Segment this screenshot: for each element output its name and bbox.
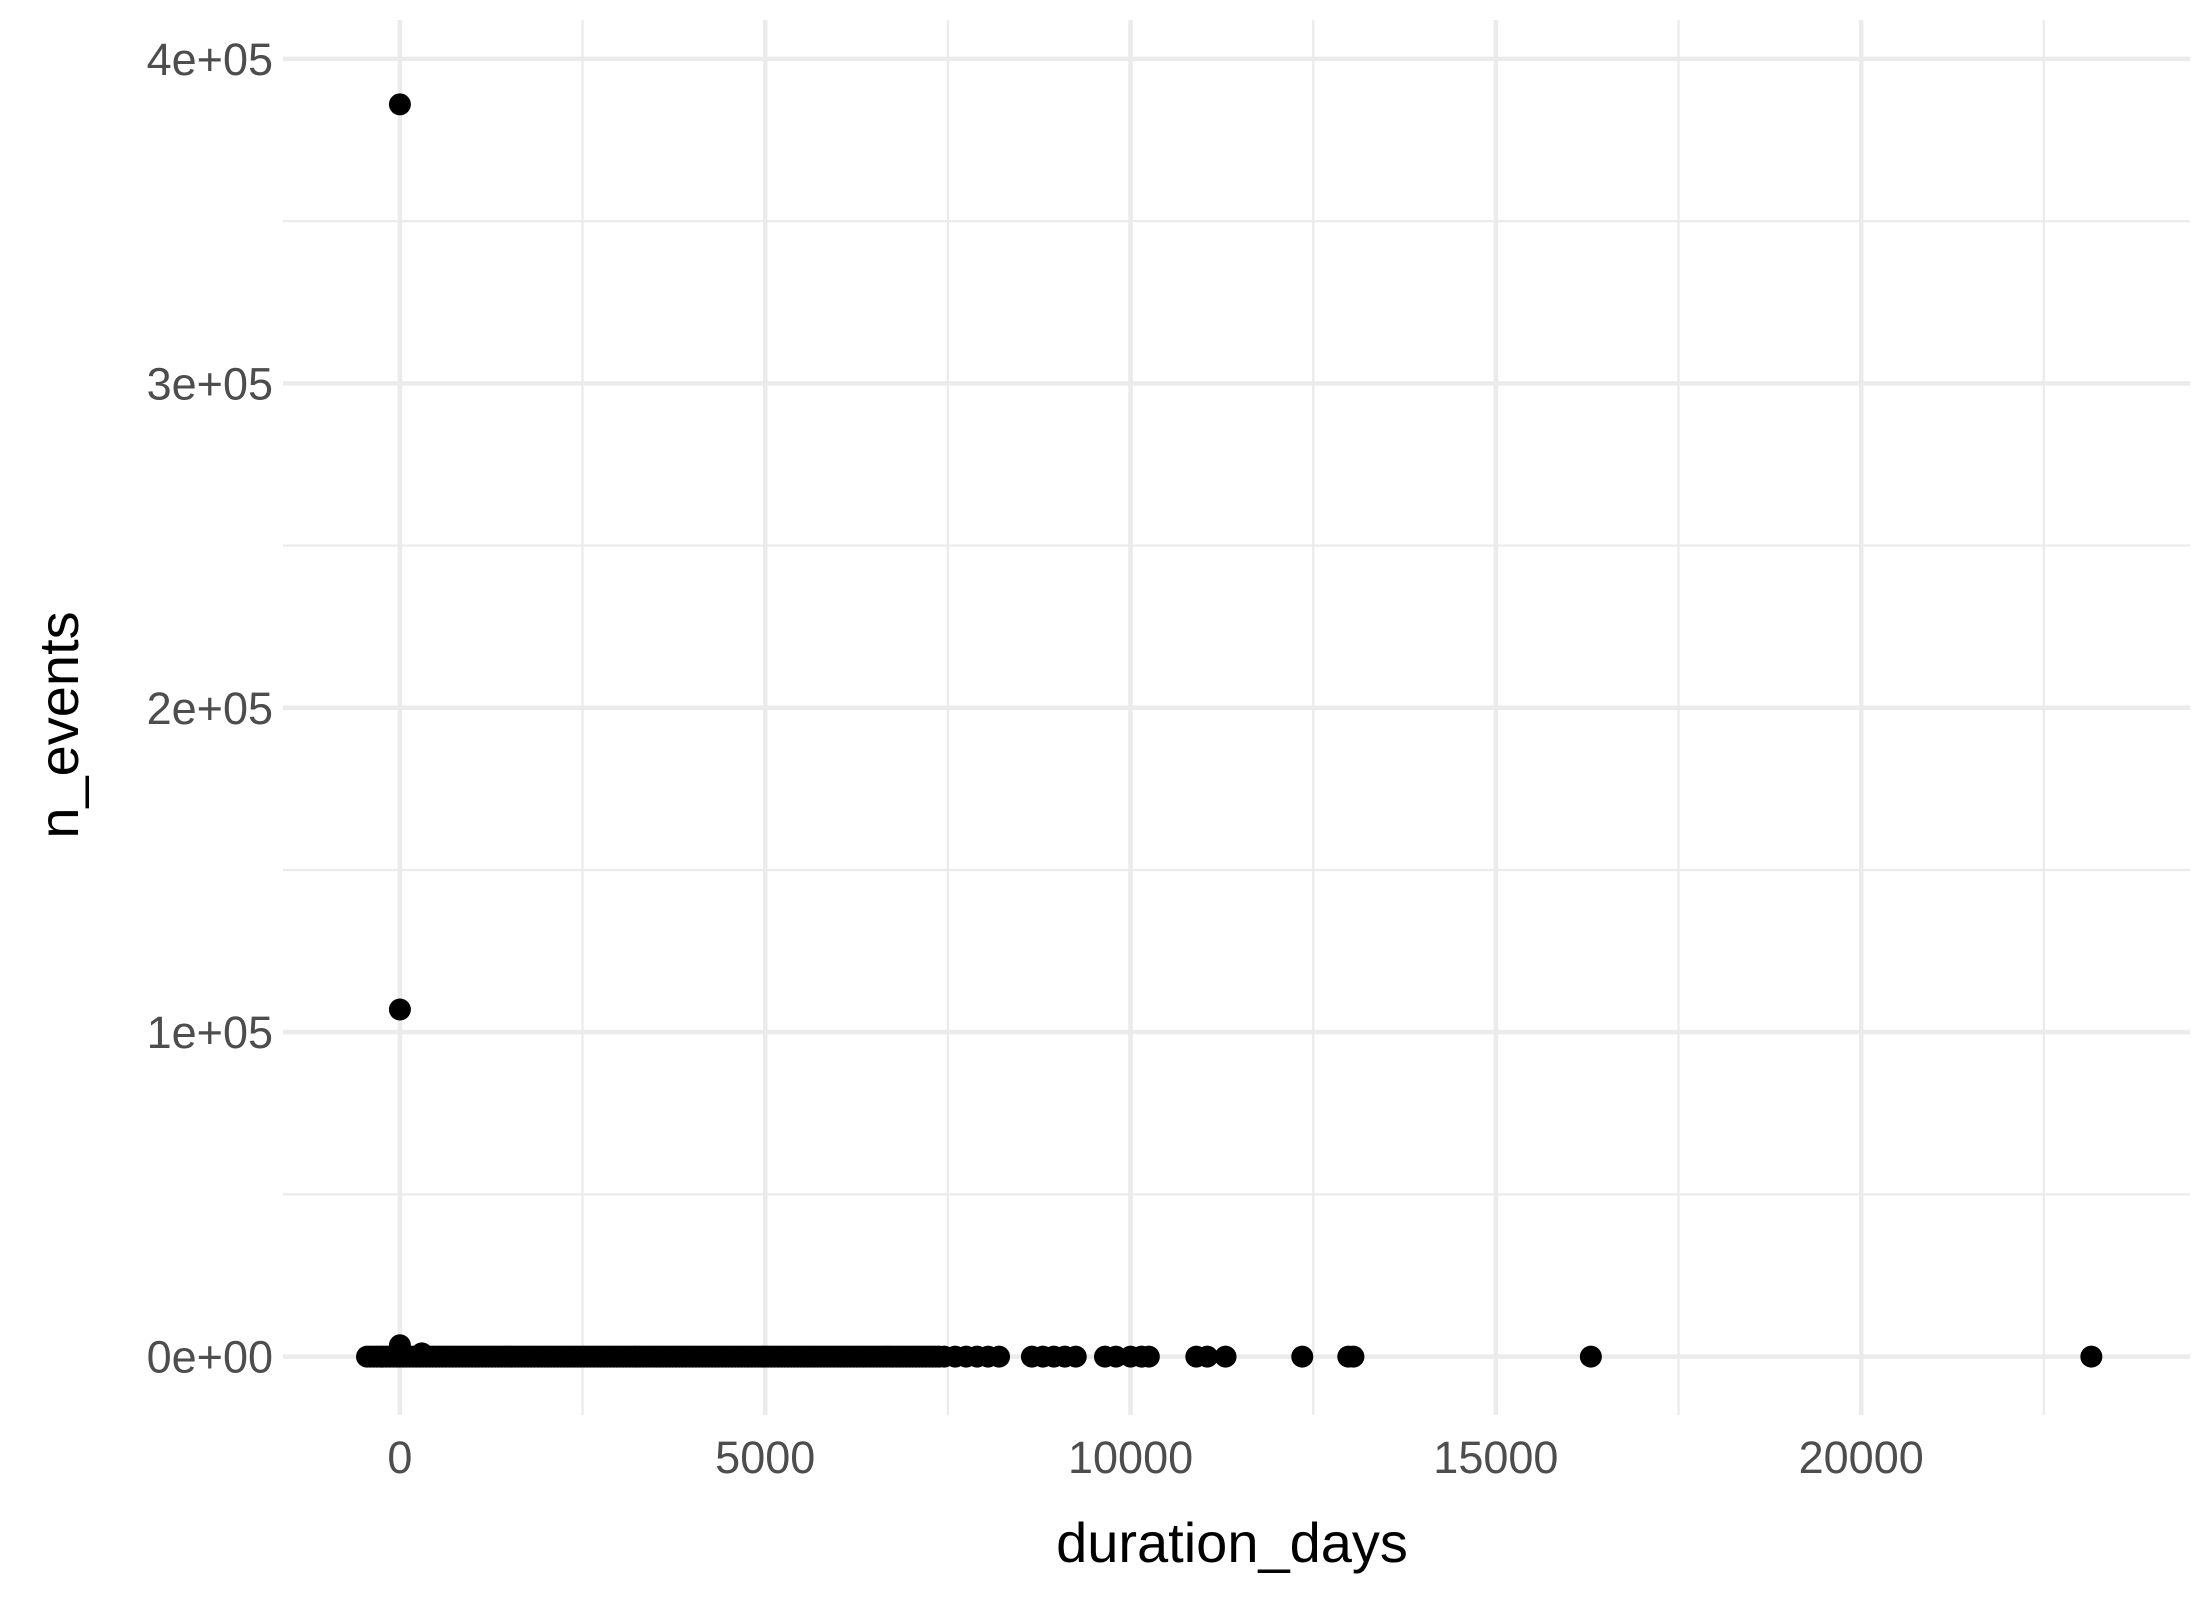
data-point — [388, 998, 411, 1021]
x-tick-label: 20000 — [1799, 1432, 1924, 1483]
data-point — [410, 1342, 433, 1365]
data-point — [1214, 1345, 1237, 1368]
data-point — [2080, 1345, 2103, 1368]
data-point — [988, 1345, 1011, 1368]
y-tick-label: 3e+05 — [147, 358, 273, 409]
data-point — [388, 1334, 411, 1357]
y-axis-title: n_events — [27, 611, 90, 838]
y-axis-ticks: 0e+00 1e+05 2e+05 3e+05 4e+05 — [147, 34, 273, 1383]
x-tick-label: 15000 — [1433, 1432, 1558, 1483]
data-point — [1291, 1345, 1314, 1368]
data-point — [1137, 1345, 1160, 1368]
x-tick-label: 10000 — [1068, 1432, 1193, 1483]
x-axis-ticks: 0 5000 10000 15000 20000 — [387, 1432, 1923, 1483]
y-tick-label: 2e+05 — [147, 683, 273, 734]
x-tick-label: 5000 — [715, 1432, 815, 1483]
data-point — [1196, 1345, 1219, 1368]
y-tick-label: 0e+00 — [147, 1332, 273, 1383]
x-tick-label: 0 — [387, 1432, 412, 1483]
data-point — [1342, 1345, 1365, 1368]
data-points — [356, 93, 2103, 1368]
y-tick-label: 1e+05 — [147, 1007, 273, 1058]
data-point — [1064, 1345, 1087, 1368]
data-point — [1579, 1345, 1602, 1368]
y-tick-label: 4e+05 — [147, 34, 273, 85]
data-point — [388, 93, 411, 116]
x-axis-title: duration_days — [1056, 1511, 1408, 1574]
